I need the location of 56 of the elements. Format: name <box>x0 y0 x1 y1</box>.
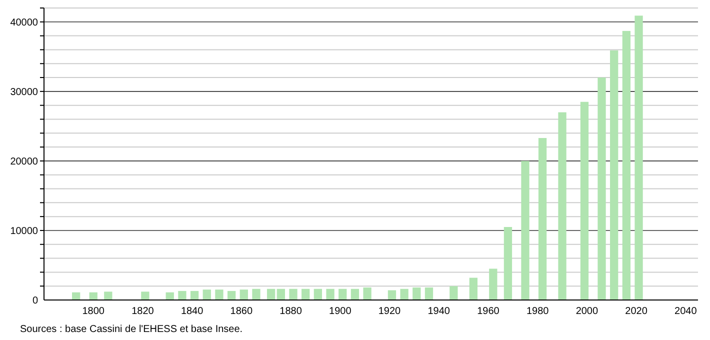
bar <box>338 288 347 300</box>
bar <box>141 292 150 300</box>
bar <box>252 288 260 300</box>
bar <box>190 290 199 300</box>
bar <box>166 292 174 300</box>
bar <box>424 287 434 300</box>
bar <box>363 287 372 300</box>
bar <box>400 288 408 300</box>
y-tick-label: 30000 <box>10 86 38 98</box>
y-tick-label: 10000 <box>10 226 38 237</box>
bar <box>412 287 421 300</box>
bar <box>326 288 334 300</box>
bar <box>178 290 186 300</box>
x-tick-label: 2040 <box>674 306 698 317</box>
bar <box>598 78 606 300</box>
x-tick-label: 1820 <box>132 306 154 317</box>
x-tick-label: 1840 <box>180 306 204 317</box>
bar <box>302 288 310 300</box>
x-tick-label: 1860 <box>230 306 253 317</box>
bar <box>450 286 458 300</box>
bar <box>276 288 285 300</box>
x-tick-label: 1800 <box>82 306 105 317</box>
bar <box>202 290 211 300</box>
source-note: Sources : base Cassini de l'EHESS et base Insee. <box>20 324 243 335</box>
x-tick-label: 1920 <box>378 306 402 317</box>
bar <box>266 288 276 300</box>
x-tick-label: 1880 <box>280 306 302 317</box>
bar <box>72 292 80 300</box>
x-tick-label: 1900 <box>329 306 352 317</box>
bar <box>521 160 530 300</box>
bar <box>538 138 547 300</box>
bar <box>610 50 618 300</box>
y-tick-label: 40000 <box>10 17 38 28</box>
bar <box>469 278 478 300</box>
bar <box>104 292 112 300</box>
bar <box>504 227 512 300</box>
bar <box>314 288 322 300</box>
bar <box>89 292 98 300</box>
bar <box>580 102 589 300</box>
x-tick-label: 2000 <box>576 306 599 317</box>
bar <box>558 112 566 300</box>
bar <box>350 288 360 300</box>
y-tick-label: 0 <box>32 296 38 306</box>
bar <box>489 268 498 300</box>
bar <box>289 288 298 300</box>
x-tick-label: 1940 <box>428 306 450 317</box>
x-tick-label: 2020 <box>625 306 648 317</box>
bar <box>240 290 248 300</box>
bar <box>634 16 643 300</box>
x-tick-label: 1980 <box>526 306 550 317</box>
bar <box>215 290 224 300</box>
x-tick-label: 1960 <box>477 306 500 317</box>
bar <box>227 290 236 300</box>
bar <box>622 30 630 300</box>
y-tick-label: 20000 <box>10 156 38 168</box>
bar <box>388 290 396 300</box>
